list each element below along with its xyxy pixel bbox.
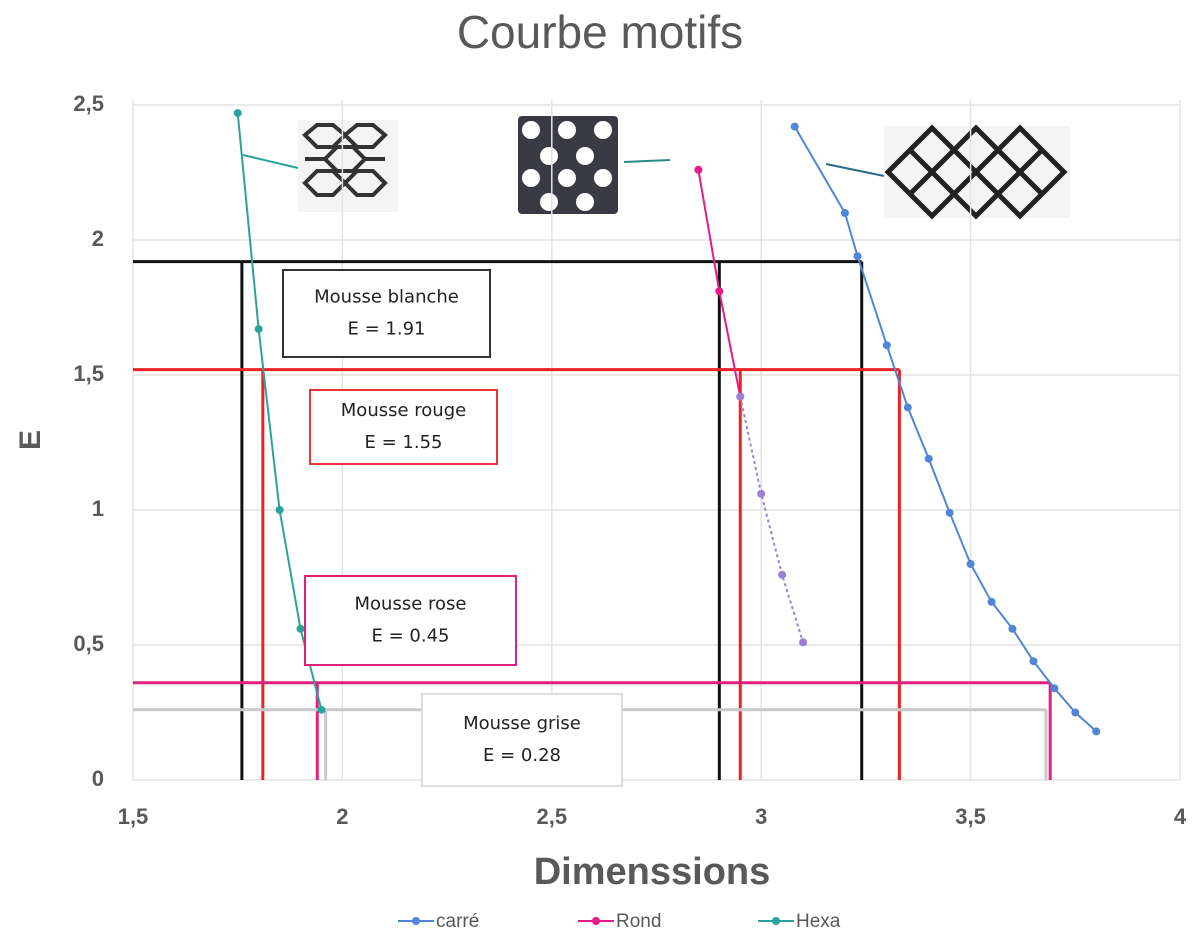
legend-marker bbox=[412, 917, 420, 925]
data-point bbox=[757, 489, 766, 498]
annotation-text: E = 0.45 bbox=[372, 626, 450, 647]
annotation-box bbox=[304, 575, 517, 666]
data-point bbox=[296, 624, 305, 633]
y-axis-label: E bbox=[14, 430, 47, 450]
annotation-text: Mousse blanche bbox=[314, 287, 459, 308]
x-tick-label: 1,5 bbox=[118, 804, 149, 829]
legend-label: Rond bbox=[616, 911, 661, 932]
y-tick-label: 0,5 bbox=[73, 631, 104, 656]
annotation-text: E = 1.55 bbox=[365, 432, 443, 453]
y-tick-label: 2 bbox=[92, 226, 104, 251]
x-axis-label: Dimenssions bbox=[534, 851, 771, 893]
legend-marker bbox=[772, 917, 780, 925]
legend-label: carré bbox=[436, 911, 479, 932]
x-tick-label: 2,5 bbox=[537, 804, 568, 829]
data-point bbox=[317, 705, 326, 714]
data-point bbox=[840, 209, 849, 217]
x-tick-label: 3,5 bbox=[955, 804, 986, 829]
chart-title: Courbe motifs bbox=[457, 6, 743, 58]
legend-label: Hexa bbox=[796, 911, 841, 932]
data-point bbox=[233, 109, 242, 118]
data-point bbox=[715, 287, 724, 296]
annotation-text: Mousse rose bbox=[355, 594, 467, 615]
data-point bbox=[924, 454, 933, 463]
series-line bbox=[739, 396, 805, 643]
data-point bbox=[790, 122, 799, 131]
data-point bbox=[778, 570, 787, 579]
y-tick-label: 2,5 bbox=[73, 91, 104, 116]
x-tick-label: 2 bbox=[336, 804, 348, 829]
rond-icon bbox=[518, 116, 671, 214]
y-tick-label: 1,5 bbox=[73, 361, 104, 386]
annotation-box bbox=[309, 389, 498, 465]
legend-marker bbox=[592, 917, 600, 925]
data-point bbox=[1029, 657, 1038, 666]
annotation-box bbox=[282, 269, 491, 358]
data-point bbox=[1008, 624, 1017, 633]
data-point bbox=[903, 403, 912, 412]
hexa-icon bbox=[242, 120, 398, 212]
data-point bbox=[275, 506, 284, 514]
annotation-text: E = 0.28 bbox=[483, 745, 561, 766]
annotation-text: Mousse grise bbox=[463, 713, 581, 734]
annotation-text: Mousse rouge bbox=[341, 400, 466, 421]
data-point bbox=[254, 325, 263, 334]
data-point bbox=[694, 165, 703, 174]
annotation-box bbox=[421, 693, 623, 787]
x-tick-label: 3 bbox=[755, 804, 767, 829]
y-tick-label: 0 bbox=[92, 766, 104, 791]
data-point bbox=[987, 597, 996, 606]
y-tick-label: 1 bbox=[92, 496, 104, 521]
data-point bbox=[853, 252, 862, 261]
data-point bbox=[966, 560, 975, 568]
carre-icon bbox=[825, 124, 1070, 220]
data-point bbox=[1092, 727, 1101, 736]
data-point bbox=[799, 638, 808, 647]
annotation-text: E = 1.91 bbox=[348, 319, 426, 340]
data-point bbox=[945, 508, 954, 517]
data-point bbox=[882, 341, 891, 350]
data-point bbox=[736, 392, 745, 401]
data-point bbox=[1050, 684, 1059, 693]
series-line bbox=[793, 126, 1097, 733]
x-tick-label: 4 bbox=[1174, 804, 1187, 829]
data-point bbox=[1071, 708, 1080, 717]
